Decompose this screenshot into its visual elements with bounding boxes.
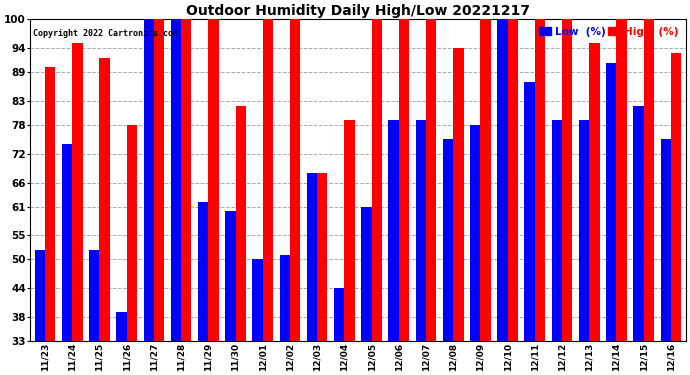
Bar <box>399 20 409 341</box>
Bar <box>170 20 181 341</box>
Bar <box>235 106 246 341</box>
Bar <box>497 20 508 341</box>
Bar <box>671 53 681 341</box>
Bar <box>535 20 545 341</box>
Bar <box>263 20 273 341</box>
Bar <box>606 63 616 341</box>
Bar <box>616 20 627 341</box>
Bar <box>34 250 45 341</box>
Bar <box>253 260 263 341</box>
Bar <box>198 202 208 341</box>
Bar <box>72 44 83 341</box>
Bar <box>388 120 399 341</box>
Bar <box>290 20 300 341</box>
Bar <box>579 120 589 341</box>
Bar <box>453 48 464 341</box>
Bar <box>589 44 600 341</box>
Bar <box>144 20 154 341</box>
Bar <box>317 173 328 341</box>
Bar <box>470 125 480 341</box>
Bar <box>45 68 55 341</box>
Bar <box>117 312 127 341</box>
Bar <box>208 20 219 341</box>
Bar <box>508 20 518 341</box>
Bar <box>62 144 72 341</box>
Bar <box>344 120 355 341</box>
Bar <box>89 250 99 341</box>
Bar <box>307 173 317 341</box>
Bar <box>562 20 573 341</box>
Bar <box>552 120 562 341</box>
Bar <box>334 288 344 341</box>
Bar <box>524 82 535 341</box>
Title: Outdoor Humidity Daily High/Low 20221217: Outdoor Humidity Daily High/Low 20221217 <box>186 4 530 18</box>
Bar <box>660 140 671 341</box>
Bar <box>371 20 382 341</box>
Text: Copyright 2022 Cartronics.com: Copyright 2022 Cartronics.com <box>33 29 178 38</box>
Bar <box>127 125 137 341</box>
Bar <box>415 120 426 341</box>
Bar <box>443 140 453 341</box>
Bar <box>181 20 191 341</box>
Bar <box>99 58 110 341</box>
Bar <box>362 207 371 341</box>
Bar <box>480 20 491 341</box>
Bar <box>154 20 164 341</box>
Bar <box>225 211 235 341</box>
Legend: Low  (%), High  (%): Low (%), High (%) <box>537 24 680 39</box>
Bar <box>426 20 436 341</box>
Bar <box>633 106 644 341</box>
Bar <box>279 255 290 341</box>
Bar <box>644 20 654 341</box>
